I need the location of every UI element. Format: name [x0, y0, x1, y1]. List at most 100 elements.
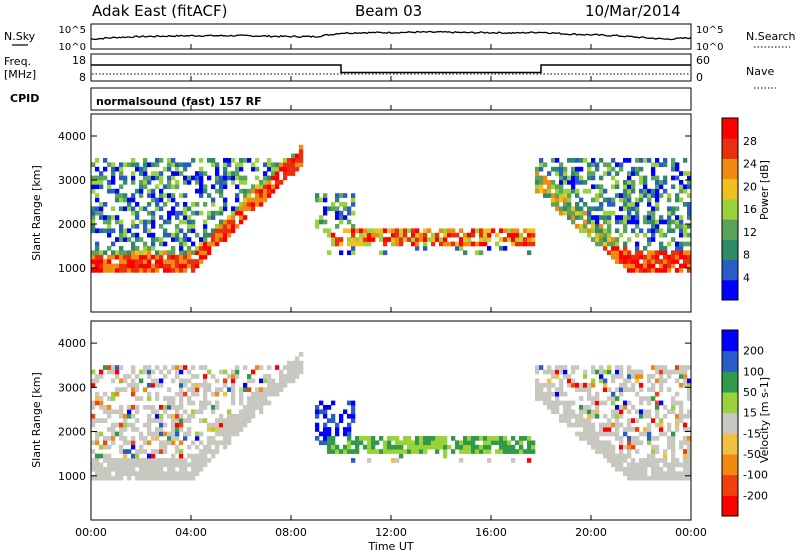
- heatmap-cell: [327, 228, 332, 234]
- heatmap-cell: [627, 259, 632, 264]
- heatmap-cell: [679, 250, 684, 256]
- heatmap-cell: [487, 246, 492, 251]
- heatmap-cell: [615, 422, 620, 428]
- heatmap-cell: [655, 436, 660, 441]
- heatmap-cell: [571, 184, 576, 190]
- heatmap-cell: [599, 241, 604, 247]
- heatmap-cell: [419, 237, 424, 242]
- heatmap-cell: [223, 418, 228, 423]
- heatmap-cell: [431, 241, 436, 247]
- heatmap-cell: [255, 405, 260, 410]
- heatmap-cell: [131, 462, 136, 468]
- heatmap-cell: [527, 228, 532, 234]
- heatmap-cell: [191, 202, 196, 207]
- heatmap-cell: [495, 436, 500, 441]
- heatmap-cell: [171, 206, 176, 212]
- heatmap-cell: [347, 228, 352, 234]
- heatmap-cell: [503, 237, 508, 242]
- heatmap-cell: [95, 210, 100, 216]
- heatmap-cell: [199, 409, 204, 415]
- heatmap-cell: [459, 449, 464, 454]
- heatmap-cell: [255, 188, 260, 194]
- heatmap-cell: [99, 228, 104, 234]
- heatmap-cell: [135, 162, 140, 168]
- heatmap-cell: [587, 409, 592, 415]
- heatmap-cell: [183, 193, 188, 198]
- heatmap-cell: [639, 166, 644, 172]
- heatmap-cell: [647, 378, 652, 384]
- heatmap-cell: [135, 224, 140, 229]
- heatmap-cell: [535, 396, 540, 401]
- heatmap-cell: [143, 158, 148, 163]
- heatmap-cell: [655, 369, 660, 375]
- heatmap-cell: [607, 387, 612, 392]
- heatmap-cell: [135, 409, 140, 415]
- heatmap-cell: [647, 436, 652, 441]
- heatmap-cell: [219, 369, 224, 375]
- heatmap-cell: [555, 365, 560, 370]
- heatmap-cell: [151, 418, 156, 423]
- heatmap-cell: [583, 210, 588, 216]
- heatmap-cell: [147, 462, 152, 468]
- heatmap-cell: [183, 215, 188, 220]
- heatmap-cell: [335, 427, 340, 432]
- heatmap-cell: [635, 462, 640, 468]
- heatmap-cell: [343, 427, 348, 432]
- heatmap-cell: [647, 254, 652, 260]
- heatmap-cell: [651, 418, 656, 423]
- heatmap-cell: [619, 206, 624, 212]
- heatmap-cell: [631, 180, 636, 185]
- heatmap-cell: [131, 175, 136, 181]
- heatmap-cell: [655, 400, 660, 406]
- heatmap-cell: [187, 224, 192, 229]
- heatmap-cell: [475, 250, 480, 256]
- heatmap-cell: [183, 268, 188, 273]
- heatmap-cell: [667, 444, 672, 450]
- heatmap-cell: [627, 449, 632, 454]
- heatmap-cell: [247, 193, 252, 198]
- heatmap-cell: [619, 387, 624, 392]
- heatmap-cell: [623, 263, 628, 269]
- heatmap-cell: [315, 405, 320, 410]
- heatmap-cell: [247, 158, 252, 163]
- heatmap-cell: [215, 422, 220, 428]
- heatmap-cell: [579, 210, 584, 216]
- heatmap-cell: [687, 171, 692, 176]
- heatmap-cell: [527, 444, 532, 450]
- heatmap-cell: [683, 369, 688, 375]
- heatmap-cell: [671, 166, 676, 172]
- heatmap-cell: [159, 440, 164, 446]
- heatmap-cell: [159, 215, 164, 220]
- heatmap-cell: [335, 444, 340, 450]
- heatmap-cell: [95, 418, 100, 423]
- heatmap-cell: [683, 250, 688, 256]
- heatmap-cell: [635, 166, 640, 172]
- heatmap-cell: [299, 153, 304, 159]
- heatmap-cell: [343, 215, 348, 220]
- heatmap-cell: [615, 193, 620, 198]
- heatmap-cell: [663, 246, 668, 251]
- heatmap-cell: [663, 158, 668, 163]
- y-tick-label: 1000: [58, 262, 86, 275]
- heatmap-cell: [407, 444, 412, 450]
- heatmap-cell: [215, 175, 220, 181]
- y-tick-label: 4000: [58, 130, 86, 143]
- heatmap-cell: [627, 475, 632, 481]
- heatmap-cell: [263, 378, 268, 384]
- heatmap-cell: [155, 268, 160, 273]
- heatmap-cell: [335, 431, 340, 437]
- heatmap-cell: [275, 175, 280, 181]
- heatmap-cell: [131, 162, 136, 168]
- heatmap-cell: [659, 268, 664, 273]
- heatmap-cell: [199, 175, 204, 181]
- heatmap-cell: [583, 202, 588, 207]
- beam-title: Beam 03: [355, 2, 422, 20]
- heatmap-cell: [139, 268, 144, 273]
- heatmap-cell: [575, 422, 580, 428]
- heatmap-cell: [255, 391, 260, 397]
- heatmap-cell: [275, 184, 280, 190]
- heatmap-cell: [135, 462, 140, 468]
- heatmap-cell: [603, 422, 608, 428]
- heatmap-cell: [631, 418, 636, 423]
